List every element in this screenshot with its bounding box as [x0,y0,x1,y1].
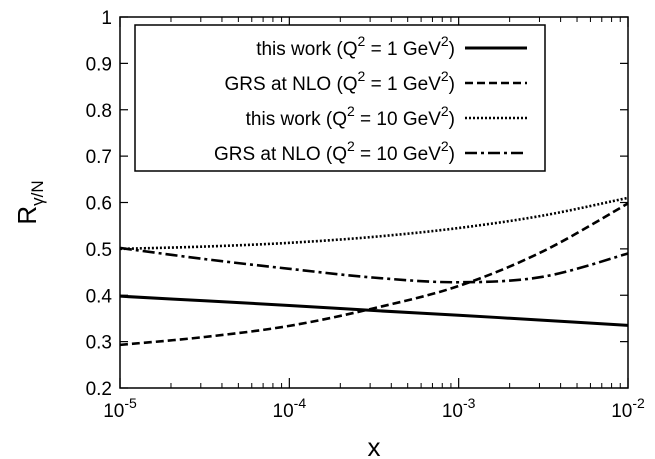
legend-label-part: = 1 GeV [365,74,441,95]
y-tick-label: 1 [101,8,112,29]
y-tick-label: 0.4 [86,286,113,307]
legend-label-superscript: 2 [358,33,366,49]
x-tick-label: 10-3 [442,395,476,422]
plot-frame [119,16,629,389]
series-layer [119,196,629,347]
legend-label-superscript: 2 [441,68,449,84]
y-tick-label: 0.6 [86,194,112,215]
legend-label-part: this work (Q [256,39,357,60]
legend-label-part: ) [449,74,455,95]
series-line-dashed [119,202,629,347]
y-axis-title-sub: γ/N [28,180,47,206]
legend-label-part: ) [449,109,455,130]
x-tick-label: 10-4 [273,395,307,422]
x-tick-label: 10-2 [611,395,645,422]
x-tick-label: 10-5 [103,395,137,422]
legend-label-superscript: 2 [441,138,449,154]
legend-label-part: GRS at NLO (Q [214,144,347,165]
legend-label-superscript: 2 [358,68,366,84]
y-tick-label: 0.3 [86,333,112,354]
legend-label-part: GRS at NLO (Q [225,74,358,95]
y-tick-label: 0.7 [86,147,112,168]
x-axis-title: x [368,432,381,459]
y-axis-title: Rγ/N [12,180,47,224]
legend-label-part: = 10 GeV [355,144,441,165]
legend-label: this work (Q2 = 1 GeV2) [256,33,455,60]
x-tick-exponent: -2 [632,395,645,411]
legend-label-part: this work (Q [246,109,347,130]
y-tick-label: 0.8 [86,101,112,122]
y-tick-label: 0.2 [86,379,112,400]
y-axis-title-base: R [12,206,42,225]
y-tick-label: 0.5 [86,240,112,261]
series-line-dashdot [119,246,629,284]
legend-label-part: ) [449,39,455,60]
y-tick-label: 0.9 [86,54,112,75]
x-tick-base: 10 [273,401,294,422]
legend-label-part: = 10 GeV [355,109,441,130]
legend-label-superscript: 2 [441,33,449,49]
x-tick-base: 10 [442,401,463,422]
legend-label-superscript: 2 [441,103,449,119]
x-tick-base: 10 [611,401,632,422]
series-line-dotted [119,196,629,251]
legend-label-part: ) [449,144,455,165]
legend-label: GRS at NLO (Q2 = 1 GeV2) [225,68,455,95]
legend: this work (Q2 = 1 GeV2)GRS at NLO (Q2 = … [134,24,546,172]
x-tick-base: 10 [103,401,124,422]
legend-label: this work (Q2 = 10 GeV2) [246,103,455,130]
legend-label-part: = 1 GeV [365,39,441,60]
x-tick-exponent: -4 [294,395,307,411]
legend-label: GRS at NLO (Q2 = 10 GeV2) [214,138,455,165]
x-tick-exponent: -3 [463,395,476,411]
legend-label-superscript: 2 [347,103,355,119]
series-line-solid [119,294,629,327]
x-tick-exponent: -5 [124,395,137,411]
legend-label-superscript: 2 [347,138,355,154]
